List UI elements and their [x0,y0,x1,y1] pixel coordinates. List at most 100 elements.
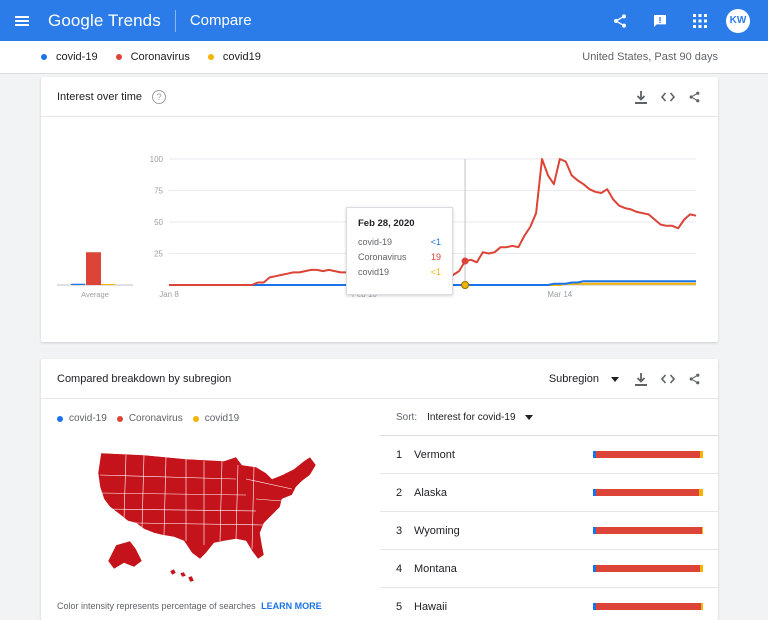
compare-terms-bar: covid-19 Coronavirus covid19 United Stat… [0,41,768,74]
region-name: Wyoming [414,524,460,537]
resolution-dropdown-label: Subregion [548,373,599,385]
y-tick-label: 100 [150,155,164,164]
download-icon[interactable] [627,359,654,399]
chart-tooltip: Feb 28, 2020 covid-19 <1 Coronavirus 19 … [346,207,453,295]
tooltip-row: Coronavirus 19 [358,252,441,262]
alaska-shape [107,540,143,570]
hawaii-shape [169,568,195,583]
term-color-dot [115,54,122,60]
share-segment-covid-19 [593,565,597,572]
help-icon[interactable]: ? [151,89,166,104]
term-label: covid19 [222,51,261,63]
tooltip-value: <1 [430,267,441,277]
page-title: Compare [189,12,252,29]
region-list: 1 Vermont 2 Alaska 3 Wyoming 4 Montana 5 Hawaii [380,436,718,620]
embed-code-icon[interactable] [654,77,681,117]
account-avatar[interactable]: KW [726,8,750,33]
region-rank: 5 [396,600,403,613]
hover-point-covid19 [461,281,470,289]
region-row[interactable]: 4 Montana [380,550,718,588]
card-actions: Subregion [549,359,708,399]
region-rank: 3 [396,524,403,537]
us-map-svg [97,452,317,583]
learn-more-link[interactable]: LEARN MORE [261,601,322,611]
map-note-text: Color intensity represents percentage of… [57,601,256,611]
sort-control[interactable]: Sort: Interest for covid-19 [380,399,718,436]
tooltip-row: covid-19 <1 [358,237,441,247]
share-segment-coronavirus [596,451,700,458]
chevron-down-icon [524,414,533,420]
map-legend-item: covid-19 [57,413,107,424]
x-tick-label: Jan 8 [159,290,179,299]
apps-grid-icon[interactable] [680,0,720,41]
map-legend-label: Coronavirus [128,413,183,424]
average-bar-covid-19 [71,283,85,285]
tooltip-label: Coronavirus [358,252,407,262]
logo-google-text: Google [48,10,104,30]
share-segment-covid-19 [593,527,597,534]
average-bar-coronavirus [86,252,101,285]
card-actions [627,77,708,117]
region-name: Vermont [414,448,455,461]
share-segment-covid-19 [593,603,597,610]
app-bar: Google Trends Compare KW [0,0,768,41]
card-header: Compared breakdown by subregion Subregio… [41,359,718,399]
y-tick-label: 75 [154,187,163,196]
tooltip-label: covid19 [358,267,390,277]
logo-trends-text: Trends [107,10,161,30]
filter-summary[interactable]: United States, Past 90 days [582,51,718,63]
x-tick-label: Mar 14 [547,290,572,299]
term-label: covid-19 [56,51,98,63]
app-bar-actions: KW [600,0,750,41]
term-chip-covid-19[interactable]: covid-19 [41,51,98,63]
region-row[interactable]: 1 Vermont [380,436,718,474]
region-row[interactable]: 2 Alaska [380,474,718,512]
us-map[interactable] [96,449,321,589]
region-name: Alaska [414,486,448,499]
region-share-bar [593,527,703,534]
region-share-bar [593,603,703,610]
contiguous-us-shape [97,452,317,560]
share-segment-coronavirus [596,565,700,572]
hover-point-coronavirus [461,257,469,265]
region-row[interactable]: 3 Wyoming [380,512,718,550]
region-share-bar [593,565,703,572]
tooltip-value: 19 [430,252,441,262]
share-segment-covid19 [699,451,703,458]
y-tick-label: 50 [154,218,163,227]
chevron-down-icon [611,376,619,382]
resolution-dropdown[interactable]: Subregion [549,373,619,385]
region-name: Montana [414,562,457,575]
term-color-dot [192,415,199,422]
card-title: Interest over time [57,90,142,103]
region-row[interactable]: 5 Hawaii [380,588,718,620]
download-icon[interactable] [627,77,654,117]
share-segment-covid-19 [593,489,597,496]
google-trends-logo[interactable]: Google Trends [48,11,161,31]
average-label: Average [81,290,109,299]
tooltip-label: covid-19 [358,237,393,247]
card-header: Interest over time ? [41,77,718,117]
card-title: Compared breakdown by subregion [57,372,232,385]
share-segment-coronavirus [596,489,699,496]
menu-icon[interactable] [0,0,44,41]
map-legend-item: covid19 [192,413,240,424]
term-chip-covid19[interactable]: covid19 [207,51,261,63]
region-ranking: Sort: Interest for covid-19 1 Vermont 2 Ala… [380,399,718,620]
map-legend-label: covid-19 [69,413,107,424]
feedback-icon[interactable] [640,0,680,41]
term-chip-coronavirus[interactable]: Coronavirus [115,51,190,63]
term-color-dot [116,415,123,422]
share-segment-coronavirus [596,603,701,610]
share-icon[interactable] [600,0,640,41]
share-segment-covid19 [701,527,703,534]
map-legend-label: covid19 [204,413,240,424]
share-icon[interactable] [681,77,708,117]
embed-code-icon[interactable] [654,359,681,399]
term-color-dot [41,54,47,60]
state-borders [99,454,293,550]
share-icon[interactable] [681,359,708,399]
share-segment-covid19 [700,603,703,610]
